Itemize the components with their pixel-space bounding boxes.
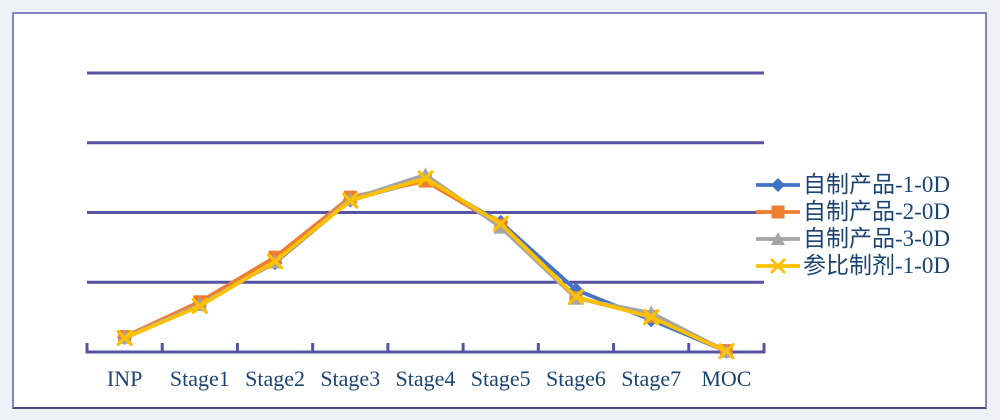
series-line-4 bbox=[122, 176, 729, 354]
legend-label: 自制产品-1-0D bbox=[803, 172, 950, 197]
data-point-marker-series-4 bbox=[116, 329, 133, 347]
legend-x-marker-icon bbox=[756, 258, 800, 273]
x-axis-label-stage6: Stage6 bbox=[545, 366, 606, 391]
legend-label: 自制产品-3-0D bbox=[803, 226, 950, 251]
legend-item-1: 自制产品-1-0D bbox=[755, 171, 980, 198]
x-axis-label-inp: INP bbox=[106, 366, 143, 391]
data-point-marker-series-4 bbox=[492, 215, 509, 232]
data-point-marker-series-4 bbox=[643, 309, 660, 326]
data-point-marker-series-4 bbox=[342, 192, 359, 209]
x-axis-label-stage1: Stage1 bbox=[169, 366, 230, 391]
data-point-marker-series-3 bbox=[493, 219, 509, 234]
legend-item-2: 自制产品-2-0D bbox=[755, 198, 980, 225]
legend-diamond-marker-icon bbox=[756, 177, 800, 192]
legend-label: 自制产品-2-0D bbox=[803, 199, 950, 224]
series-line-3 bbox=[122, 172, 729, 354]
legend-label: 参比制剂-1-0D bbox=[803, 253, 950, 278]
x-axis-label-stage2: Stage2 bbox=[245, 366, 305, 391]
data-point-marker-series-4 bbox=[417, 170, 434, 187]
x-axis-label-moc: MOC bbox=[701, 366, 752, 391]
legend-triangle-marker-icon bbox=[756, 231, 800, 245]
x-axis-label-stage3: Stage3 bbox=[320, 366, 381, 391]
x-axis-label-stage5: Stage5 bbox=[470, 366, 531, 391]
x-axis-label-stage4: Stage4 bbox=[395, 366, 456, 391]
series-line-2 bbox=[122, 179, 729, 353]
x-axis-label-stage7: Stage7 bbox=[621, 366, 682, 391]
chart-card bbox=[12, 12, 987, 409]
chart-legend: 自制产品-1-0D 自制产品-2-0D 自制产品-3-0D 参比制剂-1-0D bbox=[755, 171, 980, 279]
legend-item-4: 参比制剂-1-0D bbox=[755, 252, 980, 279]
legend-item-3: 自制产品-3-0D bbox=[755, 225, 980, 252]
legend-square-marker-icon bbox=[756, 205, 800, 218]
data-point-marker-series-4 bbox=[191, 297, 208, 315]
data-point-marker-series-4 bbox=[718, 343, 735, 360]
data-point-marker-series-4 bbox=[266, 253, 284, 270]
series-line-1 bbox=[122, 177, 729, 354]
data-point-marker-series-4 bbox=[567, 288, 585, 305]
